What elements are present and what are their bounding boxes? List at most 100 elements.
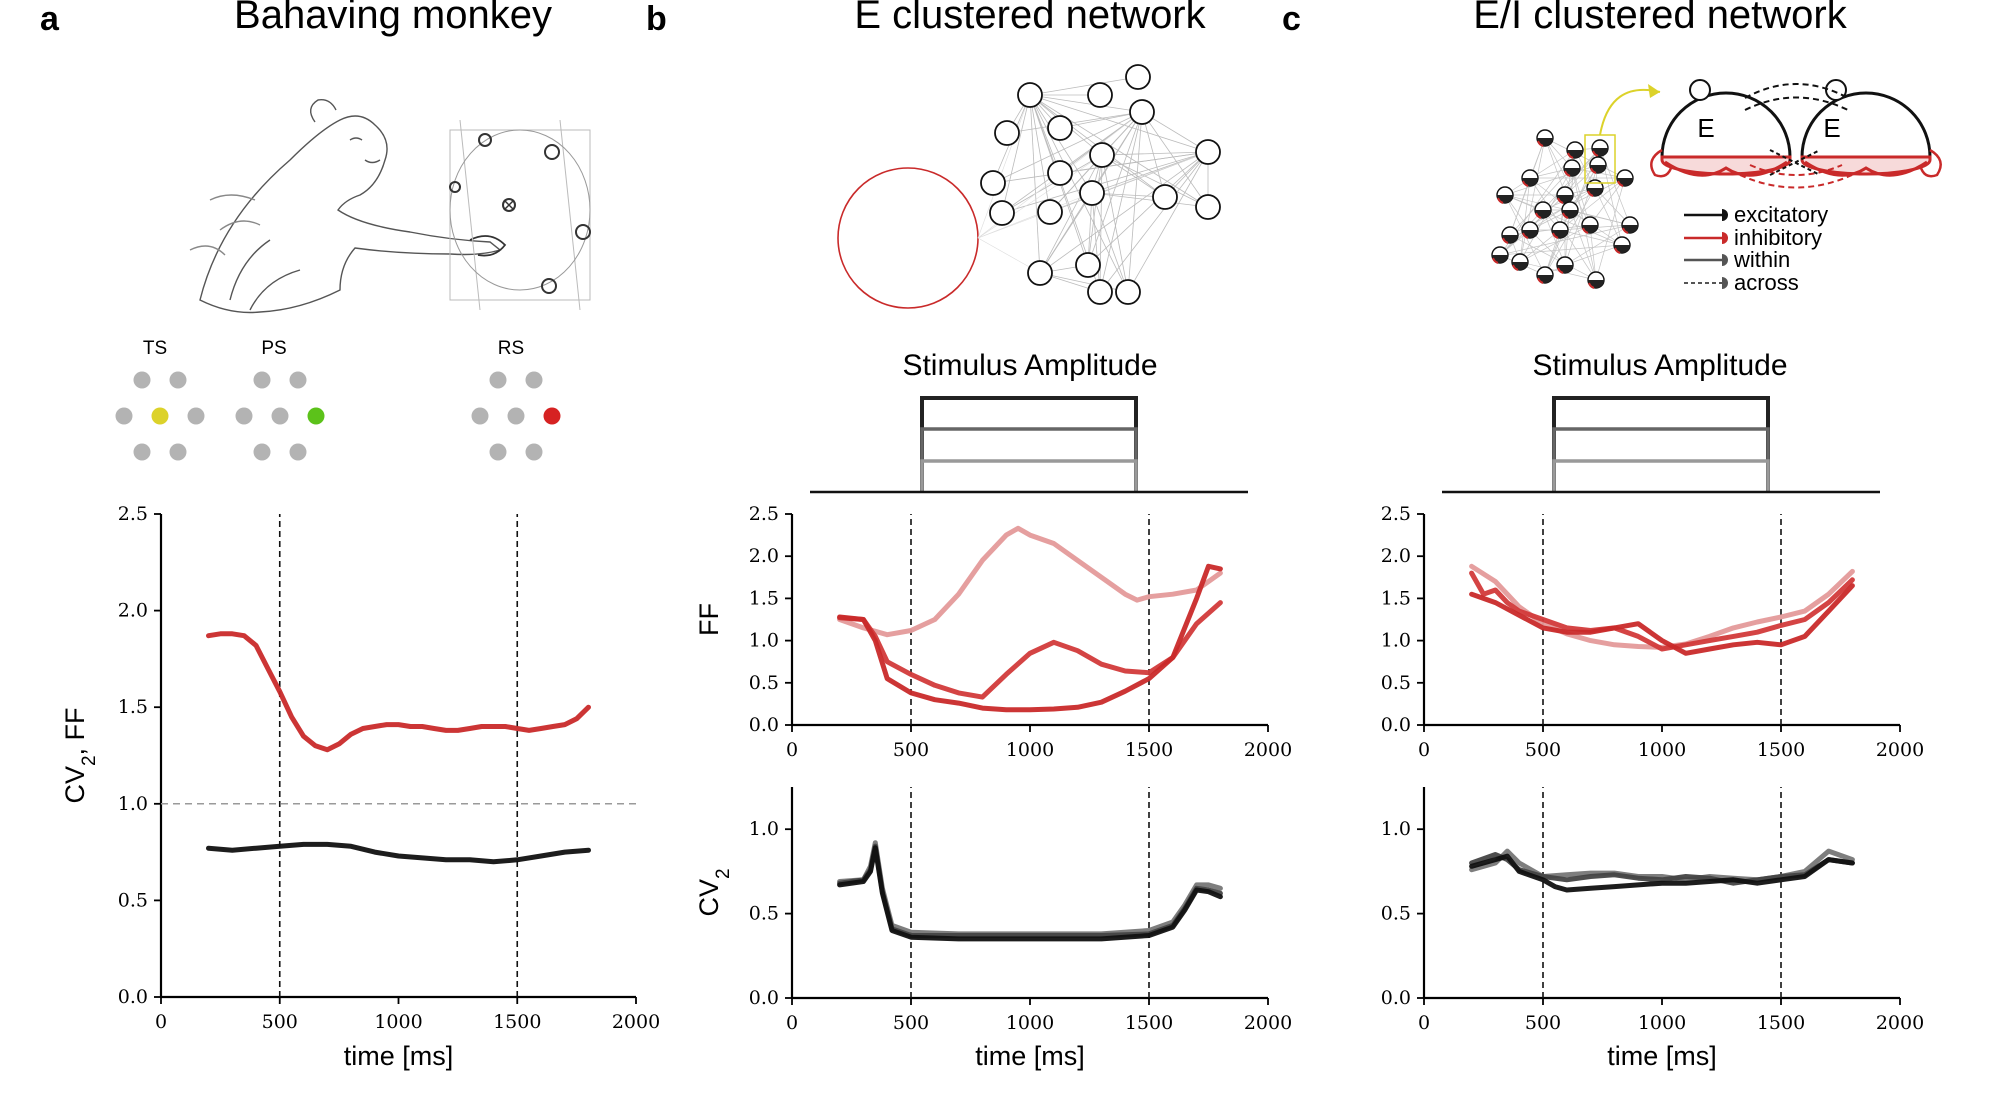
network-edge xyxy=(1029,76,1139,96)
network-ei-node xyxy=(1566,141,1584,159)
task-label-rs: RS xyxy=(498,338,524,359)
network-edge xyxy=(1091,151,1209,194)
y-tick-label: 0.5 xyxy=(749,672,779,694)
network-edge xyxy=(1519,224,1591,263)
network-edge xyxy=(1101,154,1209,208)
connection-legend: excitatory inhibitory within across xyxy=(1684,202,1828,295)
stimulus-schematic-c: Stimulus Amplitude xyxy=(1442,349,1880,494)
network-edge xyxy=(1099,154,1103,293)
y-axis-label: CV2, FF xyxy=(60,707,100,803)
x-tick-label: 1000 xyxy=(1006,1012,1054,1034)
y-tick-label: 2.5 xyxy=(1381,503,1411,525)
plot-b-ff: 0 500 1000 1500 2000 0.0 0.5 1.0 1.5 2.0 2.5 FF xyxy=(694,503,1292,761)
series-line xyxy=(837,845,1223,942)
series-line xyxy=(837,600,1223,700)
network-edge xyxy=(1504,149,1576,196)
y-tick-label: 0.0 xyxy=(118,986,148,1008)
x-tick-label: 2000 xyxy=(1876,1012,1924,1034)
x-tick-label: 2000 xyxy=(1244,739,1292,761)
network-edge xyxy=(1559,229,1623,246)
task-dots-ts xyxy=(115,371,205,461)
x-tick-label: 2000 xyxy=(612,1011,660,1033)
across-cross-lines xyxy=(1769,149,1821,176)
stimulus-title-b: Stimulus Amplitude xyxy=(902,349,1157,382)
x-axis-label: time [ms] xyxy=(1607,1041,1717,1071)
network-ei-node xyxy=(1581,216,1599,234)
across-inh-arc xyxy=(1739,174,1853,189)
network-ei-node xyxy=(1556,256,1574,274)
network-ei-node xyxy=(1536,266,1554,284)
network-edge xyxy=(1091,192,1129,293)
network-ei-node xyxy=(1511,253,1529,271)
task-dots-ps xyxy=(235,371,325,461)
legend-excitatory: excitatory xyxy=(1734,202,1828,227)
cluster-left: E xyxy=(1650,79,1792,178)
task-dot-active xyxy=(151,407,169,425)
network-edge xyxy=(1029,94,1051,213)
y-tick-label: 0.5 xyxy=(749,903,779,925)
network-edge xyxy=(1001,151,1209,214)
network-edge xyxy=(1039,154,1103,274)
y-tick-label: 2.0 xyxy=(118,600,148,622)
task-label-ts: TS xyxy=(143,338,167,359)
network-edge xyxy=(1039,272,1129,293)
network-node xyxy=(1125,64,1151,90)
task-dot xyxy=(133,443,151,461)
monkey-illustration xyxy=(189,99,591,314)
network-c-nodes xyxy=(1491,129,1639,289)
x-tick-label: 500 xyxy=(1525,1012,1561,1034)
task-dot-active xyxy=(543,407,561,425)
task-dot xyxy=(133,371,151,389)
series-line xyxy=(837,840,1223,937)
y-axis-label: FF xyxy=(694,603,724,636)
y-tick-label: 0.5 xyxy=(118,889,148,911)
network-edge xyxy=(1087,151,1209,266)
network-edge xyxy=(1029,94,1143,113)
x-tick-label: 2000 xyxy=(1244,1012,1292,1034)
network-edge xyxy=(1141,111,1166,198)
network-node xyxy=(1089,142,1115,168)
network-node xyxy=(1195,194,1221,220)
network-edge xyxy=(1542,147,1601,211)
x-tick-label: 1500 xyxy=(1757,1012,1805,1034)
network-b-diagram xyxy=(837,64,1221,309)
x-tick-label: 500 xyxy=(262,1011,298,1033)
y-tick-label: 1.0 xyxy=(1381,818,1411,840)
task-dot xyxy=(187,407,205,425)
y-tick-label: 1.5 xyxy=(118,696,148,718)
network-edge xyxy=(977,192,1093,239)
y-tick-label: 0.0 xyxy=(1381,987,1411,1009)
network-ei-node xyxy=(1589,156,1607,174)
legend-head-across xyxy=(1722,277,1728,289)
task-dot xyxy=(115,407,133,425)
network-edge xyxy=(1001,94,1031,214)
plot-c-ff: 0 500 1000 1500 2000 0.0 0.5 1.0 1.5 2.0 2.5 xyxy=(1381,503,1924,761)
x-tick-label: 2000 xyxy=(1876,739,1924,761)
network-edge xyxy=(1059,151,1209,174)
across-inh-arc-2 xyxy=(1749,164,1843,176)
panel-title-c: E/I clustered network xyxy=(1473,0,1847,37)
inhibitory-population-circle xyxy=(837,167,979,309)
network-edge xyxy=(1029,94,1209,208)
network-ei-node xyxy=(1501,226,1519,244)
network-edge xyxy=(1499,209,1544,256)
network-node xyxy=(1195,139,1221,165)
x-tick-label: 0 xyxy=(155,1011,167,1033)
network-ei-node xyxy=(1536,129,1554,147)
network-edge xyxy=(1001,111,1143,214)
x-axis-label: time [ms] xyxy=(975,1041,1085,1071)
series-line xyxy=(837,843,1223,938)
network-edge xyxy=(1039,192,1093,274)
y-tick-label: 2.0 xyxy=(749,545,779,567)
network-edge xyxy=(1099,111,1143,293)
network-node xyxy=(1129,99,1155,125)
x-tick-label: 0 xyxy=(1418,1012,1430,1034)
legend-inhibitory: inhibitory xyxy=(1734,225,1822,250)
network-edge xyxy=(1127,111,1143,293)
panel-letter-b: b xyxy=(646,0,667,38)
network-edge xyxy=(1091,192,1209,208)
legend-head-inhibitory xyxy=(1722,232,1728,244)
y-tick-label: 1.0 xyxy=(749,630,779,652)
plot-c-cv: 0 500 1000 1500 2000 0.0 0.5 1.0 time [ms] xyxy=(1381,787,1924,1071)
cluster-label-left: E xyxy=(1697,113,1714,143)
